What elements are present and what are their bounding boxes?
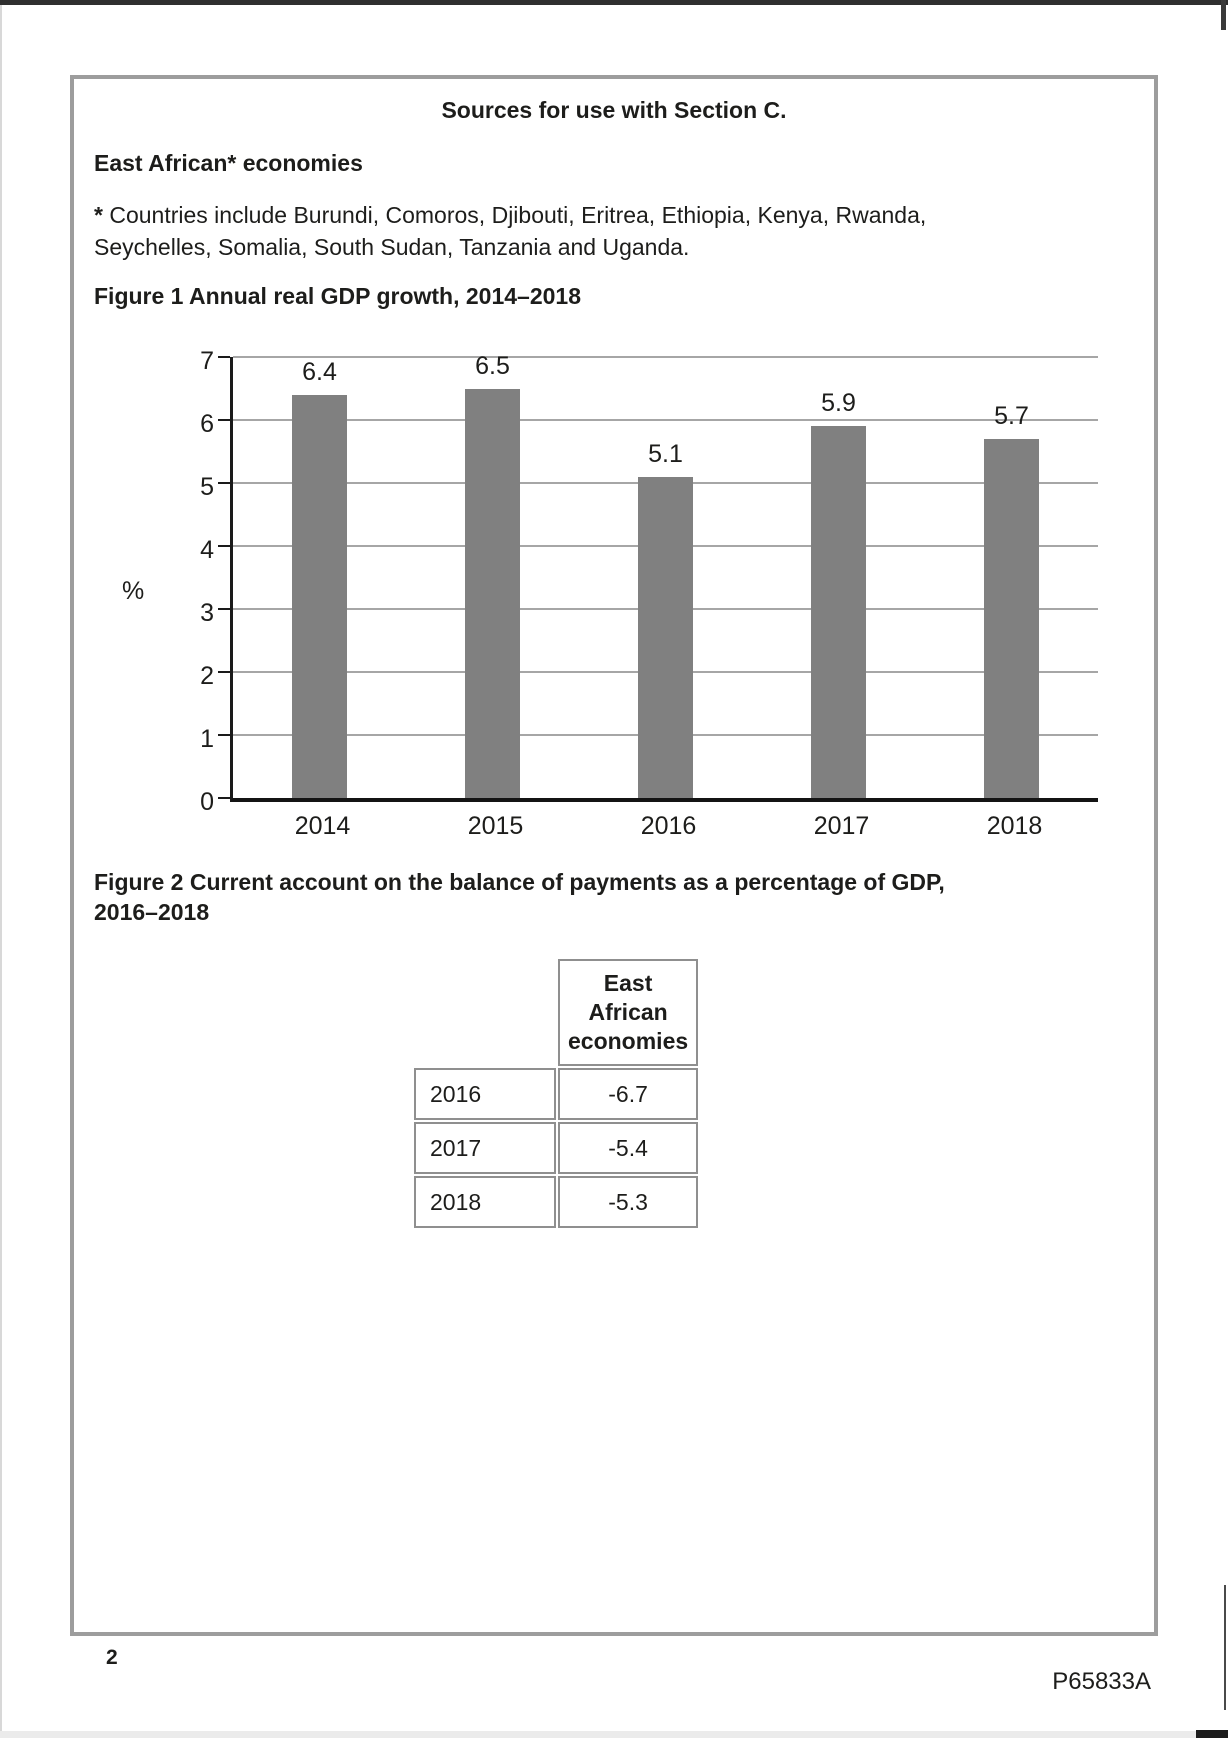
footnote-asterisk: * [94,202,103,228]
chart-plot-area: 6.4 6.5 5.1 5.9 5.7 [218,352,1098,802]
bar-value-label: 5.9 [821,389,856,418]
page-footer: 2 P65833A [0,1646,1228,1696]
year-cell: 2016 [414,1068,556,1120]
scan-artifact-top-right [1221,0,1226,30]
gdp-growth-bar [811,426,866,798]
y-axis-tick-label: 0 [200,788,214,816]
table-row: 2018 -5.3 [414,1176,699,1228]
figure2-table: East African economies 2016 -6.7 2017 -5… [412,957,700,1230]
bar-value-label: 6.4 [302,357,337,386]
y-axis-tick-label: 2 [200,662,214,690]
footnote-text: Countries include Burundi, Comoros, Djib… [94,202,927,260]
table-blank-header-cell [414,959,556,1066]
y-axis-tick-label: 3 [200,599,214,627]
gdp-growth-bar [292,394,347,798]
y-axis-labels: 0 1 2 3 4 5 6 7 [170,347,230,816]
y-axis-tick-label: 7 [200,347,214,375]
scan-artifact-top-strip [0,0,1228,5]
bar-value-label: 5.1 [648,439,683,468]
y-axis-tick-label: 6 [200,410,214,438]
chart-gridline [233,419,1098,421]
gdp-growth-bar [984,438,1039,798]
x-axis-label: 2017 [813,812,870,840]
y-axis-tick [218,356,230,358]
year-cell: 2018 [414,1176,556,1228]
x-axis-label: 2018 [986,812,1043,840]
countries-footnote: * Countries include Burundi, Comoros, Dj… [94,199,946,263]
y-axis-tick [218,671,230,673]
y-axis-tick-label: 4 [200,536,214,564]
table-header-row: East African economies [414,959,699,1066]
sources-box: Sources for use with Section C. East Afr… [70,75,1158,1636]
paper-code: P65833A [1052,1668,1151,1695]
y-axis-tick-label: 1 [200,725,214,753]
y-axis-tick [218,797,230,799]
y-axis-tick [218,734,230,736]
table-header-cell: East African economies [558,959,699,1066]
y-axis-title-column: % [100,361,170,802]
chart-gridline [233,356,1098,358]
table-row: 2016 -6.7 [414,1068,699,1120]
y-axis-tick-label: 5 [200,473,214,501]
page-number: 2 [106,1646,118,1669]
scan-artifact-bottom-strip [0,1731,1228,1738]
y-axis-tick [218,545,230,547]
x-axis-label: 2016 [640,812,697,840]
scan-artifact-right-edge [1224,1585,1226,1710]
y-axis-title: % [122,577,145,605]
year-cell: 2017 [414,1122,556,1174]
y-axis-tick [218,608,230,610]
value-cell: -5.3 [558,1176,699,1228]
x-axis-label: 2015 [467,812,524,840]
y-axis-tick [218,482,230,484]
bar-value-label: 5.7 [994,401,1029,430]
bar-value-label: 6.5 [475,351,510,380]
value-cell: -5.4 [558,1122,699,1174]
figure2-caption-line2: 2016–2018 [94,899,210,925]
gdp-growth-bar [465,388,520,798]
x-axis-labels: 2014 2015 2016 2017 2018 [236,802,1101,841]
x-axis-label: 2014 [294,812,351,840]
scan-artifact-left-edge [0,5,2,1738]
gdp-growth-bar [638,476,693,798]
table-row: 2017 -5.4 [414,1122,699,1174]
page-title: Sources for use with Section C. [441,97,787,123]
section-heading: East African* economies [94,150,363,176]
scan-artifact-bottom-right [1196,1730,1228,1738]
y-axis-tick [218,419,230,421]
figure1-caption: Figure 1 Annual real GDP growth, 2014–20… [94,283,582,309]
value-cell: -6.7 [558,1068,699,1120]
figure2-caption-line1: Figure 2 Current account on the balance … [94,869,945,895]
figure2-caption: Figure 2 Current account on the balance … [94,867,964,927]
